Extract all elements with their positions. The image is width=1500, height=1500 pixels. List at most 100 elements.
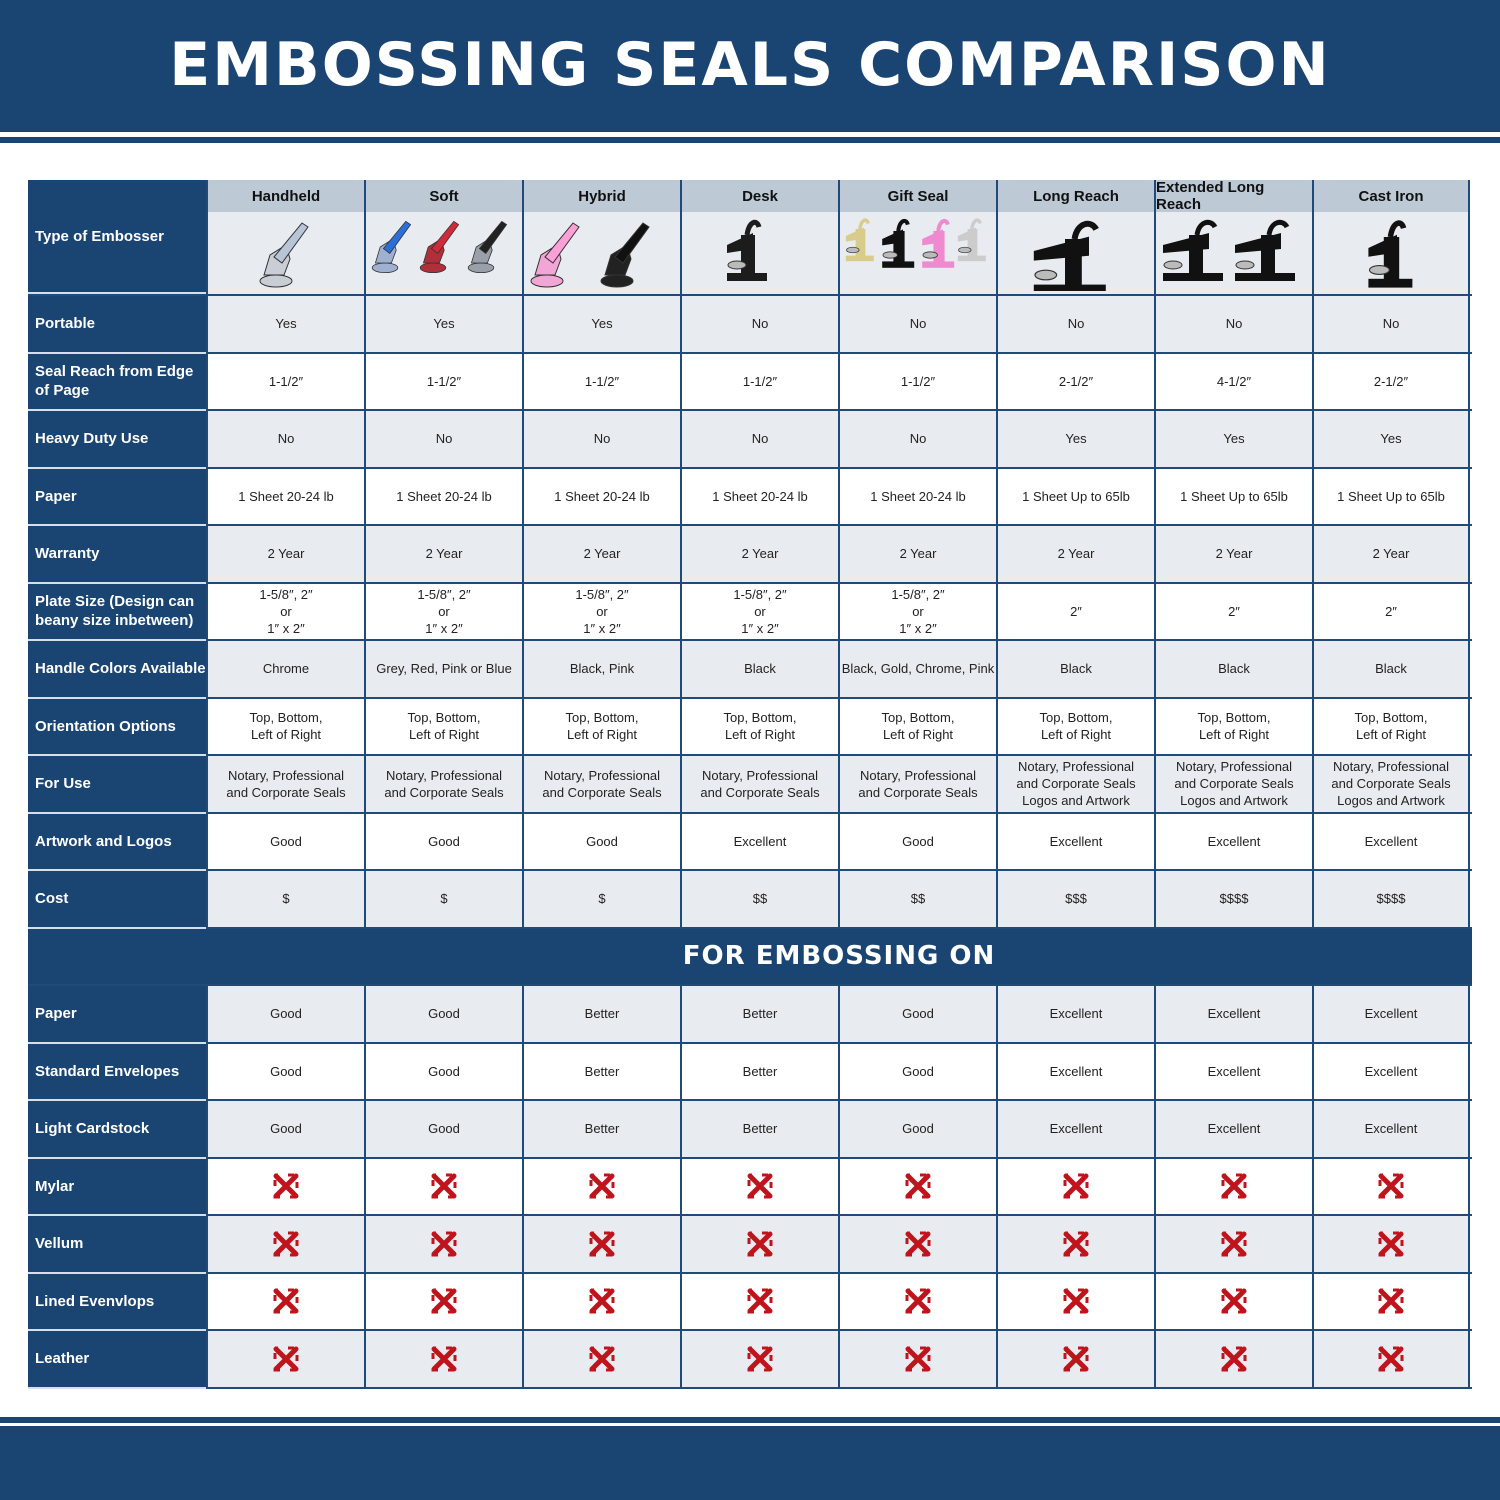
table-cell bbox=[1312, 1158, 1470, 1214]
table-cell: No bbox=[996, 296, 1154, 352]
red-x-icon bbox=[747, 1231, 773, 1257]
table-cell bbox=[1312, 1331, 1470, 1387]
table-cell: 1 Sheet 20-24 lb bbox=[206, 468, 364, 524]
red-x-icon bbox=[589, 1288, 615, 1314]
red-x-icon bbox=[273, 1288, 299, 1314]
table-cell bbox=[1312, 1273, 1470, 1329]
table-cell bbox=[680, 1273, 838, 1329]
table-cell: Excellent bbox=[996, 1101, 1154, 1157]
table-cell: $ bbox=[206, 871, 364, 927]
red-x-icon bbox=[431, 1231, 457, 1257]
row-label: Mylar bbox=[28, 1158, 206, 1216]
table-cell: 2 Year bbox=[522, 526, 680, 582]
table-cell: Top, Bottom, Left of Right bbox=[1154, 698, 1312, 754]
red-x-icon bbox=[273, 1173, 299, 1199]
table-cell bbox=[522, 1216, 680, 1272]
table-cell: Excellent bbox=[1154, 813, 1312, 869]
table-cell: Yes bbox=[206, 296, 364, 352]
row-label: Portable bbox=[28, 296, 206, 354]
table-cell: Better bbox=[680, 1101, 838, 1157]
red-x-icon bbox=[905, 1231, 931, 1257]
table-cell: 1 Sheet Up to 65lb bbox=[996, 468, 1154, 524]
red-x-icon bbox=[905, 1173, 931, 1199]
table-cell: Yes bbox=[1312, 411, 1470, 467]
column-name: Cast Iron bbox=[1314, 180, 1468, 212]
table-cell: Notary, Professional and Corporate Seals… bbox=[1312, 756, 1470, 812]
table-cell: Good bbox=[522, 813, 680, 869]
table-cell: $ bbox=[364, 871, 522, 927]
table-cell: $$$$ bbox=[1154, 871, 1312, 927]
embosser-image bbox=[682, 212, 838, 294]
table-cell: 1-5/8″, 2″ or 1″ x 2″ bbox=[680, 583, 838, 639]
table-cell: $$$ bbox=[996, 871, 1154, 927]
table-cell: Better bbox=[680, 1043, 838, 1099]
table-row: Mylar bbox=[28, 1158, 1472, 1216]
table-cell bbox=[838, 1216, 996, 1272]
table-cell: Notary, Professional and Corporate Seals bbox=[838, 756, 996, 812]
table-cell: 2 Year bbox=[364, 526, 522, 582]
table-cell: No bbox=[838, 296, 996, 352]
table-cell: 1 Sheet 20-24 lb bbox=[522, 468, 680, 524]
row-label: Standard Envelopes bbox=[28, 1043, 206, 1101]
table-cell: Black bbox=[1312, 641, 1470, 697]
column-header-long-reach: Long Reach bbox=[996, 180, 1154, 294]
table-cell: Good bbox=[838, 986, 996, 1042]
table-cell: $$ bbox=[680, 871, 838, 927]
red-x-icon bbox=[747, 1288, 773, 1314]
red-x-icon bbox=[747, 1346, 773, 1372]
table-cell: Excellent bbox=[1312, 1101, 1470, 1157]
column-header-extended-long-reach: Extended Long Reach bbox=[1154, 179, 1312, 294]
table-cell: Top, Bottom, Left of Right bbox=[680, 698, 838, 754]
table-cell: Good bbox=[364, 1101, 522, 1157]
row-label: Leather bbox=[28, 1331, 206, 1389]
red-x-icon bbox=[431, 1346, 457, 1372]
red-x-icon bbox=[1063, 1346, 1089, 1372]
table-cell: Good bbox=[838, 1043, 996, 1099]
table-cell bbox=[680, 1331, 838, 1387]
table-cell: Good bbox=[838, 813, 996, 869]
table-row: Paper Good Good Better Better Good Excellent Ex… bbox=[28, 986, 1472, 1044]
table-cell: Good bbox=[206, 813, 364, 869]
table-cell: 1 Sheet 20-24 lb bbox=[680, 468, 838, 524]
column-name: Hybrid bbox=[524, 180, 680, 212]
table-cell: 2 Year bbox=[838, 526, 996, 582]
table-cell bbox=[680, 1216, 838, 1272]
table-cell: 2 Year bbox=[996, 526, 1154, 582]
table-cell: No bbox=[680, 411, 838, 467]
table-cell: 1-5/8″, 2″ or 1″ x 2″ bbox=[206, 583, 364, 639]
table-row: Standard Envelopes Good Good Better Better Go… bbox=[28, 1043, 1472, 1101]
footer-band bbox=[0, 1426, 1500, 1500]
table-cell: Top, Bottom, Left of Right bbox=[838, 698, 996, 754]
table-cell bbox=[1154, 1158, 1312, 1214]
table-row: Seal Reach from Edge of Page 1-1/2″ 1-1/2″… bbox=[28, 353, 1472, 411]
table-cell: Excellent bbox=[996, 813, 1154, 869]
table-cell bbox=[364, 1158, 522, 1214]
table-row: Paper 1 Sheet 20-24 lb 1 Sheet 20-24 lb 1 S… bbox=[28, 468, 1472, 526]
table-cell: 2″ bbox=[1312, 583, 1470, 639]
table-cell bbox=[838, 1331, 996, 1387]
table-cell: Chrome bbox=[206, 641, 364, 697]
table-cell bbox=[206, 1216, 364, 1272]
table-row: Orientation Options Top, Bottom, Left of … bbox=[28, 698, 1472, 756]
red-x-icon bbox=[1221, 1173, 1247, 1199]
table-cell: 1-1/2″ bbox=[522, 353, 680, 409]
table-cell bbox=[1154, 1216, 1312, 1272]
table-row: Lined Evenvlops bbox=[28, 1273, 1472, 1331]
table-cell bbox=[996, 1158, 1154, 1214]
row-label: Cost bbox=[28, 871, 206, 929]
row-label: Type of Embosser bbox=[28, 180, 206, 294]
table-cell: No bbox=[522, 411, 680, 467]
table-cell bbox=[996, 1331, 1154, 1387]
table-row: Artwork and Logos Good Good Good Excellent Go… bbox=[28, 813, 1472, 871]
red-x-icon bbox=[273, 1231, 299, 1257]
table-row: Heavy Duty Use No No No No No Yes Yes Yes bbox=[28, 411, 1472, 469]
section-header: FOR EMBOSSING ON bbox=[28, 928, 1472, 986]
column-header-gift-seal: Gift Seal bbox=[838, 180, 996, 294]
table-cell: No bbox=[206, 411, 364, 467]
row-label: Paper bbox=[28, 986, 206, 1044]
table-cell: No bbox=[1312, 296, 1470, 352]
table-row: Handle Colors Available Chrome Grey, Red, … bbox=[28, 641, 1472, 699]
column-name: Soft bbox=[366, 180, 522, 212]
embosser-image bbox=[524, 212, 680, 294]
column-header-handheld: Handheld bbox=[206, 180, 364, 294]
